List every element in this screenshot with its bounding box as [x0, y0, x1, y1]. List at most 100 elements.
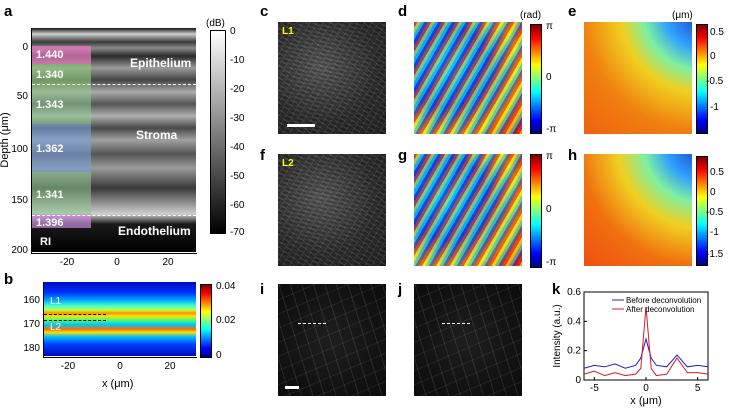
panel-a-xtick-1: 0	[114, 257, 120, 268]
panel-b-cb-tick-1: 0.02	[216, 315, 236, 326]
en-face-intensity-l1	[278, 22, 386, 134]
h-cb-tick-3: -1	[710, 227, 719, 238]
phase-d-top: π	[546, 21, 553, 32]
ri-value-2: 1.340	[36, 69, 64, 81]
intensity-profile-chart: -5 0 5 0 0.2 0.4 0.6 x (μm) Intensity (a.u.) Befo…	[552, 287, 709, 407]
e-cb-tick-2: -0.5	[706, 76, 724, 87]
db-tick-5: -50	[230, 171, 245, 182]
k-ylabel: Intensity (a.u.)	[552, 304, 563, 367]
panel-b-ytick-0: 160	[23, 295, 40, 306]
panel-label-d: d	[398, 3, 408, 20]
k-legend-label-1: After deconvolution	[626, 305, 695, 314]
e-cb-tick-3: -1	[710, 102, 719, 113]
k-xtick-0: -5	[590, 383, 599, 394]
height-colorbar-e	[696, 24, 708, 134]
layer-endothelium: Endothelium	[118, 224, 191, 238]
k-xtick-2: 5	[695, 383, 701, 394]
panel-label-f: f	[260, 147, 265, 164]
l2-label-f: L2	[282, 158, 294, 169]
panel-label-e: e	[568, 3, 577, 20]
panel-label-b: b	[4, 271, 14, 288]
panel-b-xtick-2: 20	[164, 361, 176, 372]
height-map-h	[584, 154, 692, 266]
ri-label: RI	[40, 236, 51, 248]
db-colorbar	[210, 30, 226, 234]
panel-a-ytick-3: 150	[11, 195, 28, 206]
k-plot-area: -5 0 5 0 0.2 0.4 0.6 x (μm) Intensity (a.u.) Befo…	[552, 287, 709, 407]
backscatter-xz-map	[44, 282, 196, 356]
ri-band-1	[32, 46, 91, 64]
panel-a-ytick-2: 100	[11, 144, 28, 155]
phase-d-bottom: -π	[546, 124, 557, 135]
h-cb-tick-1: 0	[710, 187, 716, 198]
db-colorbar-unit: (dB)	[206, 18, 225, 29]
height-map-e	[584, 22, 692, 134]
panel-label-g: g	[398, 147, 408, 164]
h-cb-tick-0: 0.5	[710, 167, 724, 178]
phase-colorbar-unit: (rad)	[520, 10, 542, 21]
image-before-deconvolution	[278, 284, 386, 396]
db-tick-2: -20	[230, 84, 245, 95]
panel-b-axes	[43, 282, 197, 358]
h-cb-tick-2: -0.5	[706, 207, 724, 218]
image-after-deconvolution	[414, 284, 522, 396]
panel-b-cb-tick-2: 0	[216, 350, 222, 361]
panel-b-xtick-0: -20	[60, 361, 76, 372]
layer-stroma: Stroma	[136, 128, 178, 142]
panel-a-axes	[31, 28, 197, 254]
k-legend-label-0: Before deconvolution	[626, 296, 701, 305]
ri-value-5: 1.341	[36, 189, 64, 201]
ri-value-3: 1.343	[36, 99, 64, 111]
phase-colorbar-g	[530, 154, 542, 268]
scale-bar-c	[287, 124, 315, 127]
boundary-line-top	[32, 84, 196, 85]
db-tick-4: -40	[230, 142, 245, 153]
panel-label-i: i	[260, 281, 265, 298]
panel-label-h: h	[568, 147, 578, 164]
height-colorbar-h	[696, 156, 708, 266]
panel-b-ytick-1: 170	[23, 319, 40, 330]
k-ytick-2: 0.4	[567, 316, 581, 327]
layer-epithelium: Epithelium	[130, 56, 192, 70]
panel-a-ytick-1: 50	[16, 91, 28, 102]
panel-a-xtick-0: -20	[59, 257, 75, 268]
h-cb-tick-4: -1.5	[706, 249, 724, 260]
phase-g-mid: 0	[546, 204, 552, 215]
ri-value-6: 1.396	[36, 217, 64, 229]
db-tick-1: -10	[230, 55, 245, 66]
e-cb-tick-1: 0	[710, 51, 716, 62]
profile-line-i	[298, 323, 326, 324]
phase-g-top: π	[546, 151, 553, 162]
panel-a-ytick-0: 0	[22, 42, 28, 53]
l1-label-b: L1	[50, 296, 62, 307]
e-cb-tick-0: 0.5	[710, 27, 724, 38]
db-tick-3: -30	[230, 113, 245, 124]
ri-band-5	[32, 172, 91, 214]
k-xtick-1: 0	[643, 383, 649, 394]
phase-colorbar-d	[530, 24, 542, 134]
panel-a-ytick-4: 200	[11, 245, 28, 256]
profile-line-j	[442, 323, 470, 324]
phase-d-mid: 0	[546, 72, 552, 83]
ri-value-4: 1.362	[36, 143, 64, 155]
boundary-line-bottom	[32, 215, 196, 216]
scale-bar-i	[285, 386, 299, 389]
panel-label-c: c	[260, 3, 269, 20]
k-series-line-1	[583, 306, 709, 377]
panel-b-colorbar	[200, 284, 212, 358]
l1-line	[44, 314, 106, 315]
height-colorbar-unit: (μm)	[672, 10, 693, 21]
l1-label-c: L1	[282, 26, 294, 37]
panel-label-j: j	[398, 281, 403, 298]
l2-label-b: L2	[50, 322, 62, 333]
db-tick-0: 0	[230, 26, 236, 37]
k-ytick-1: 0.2	[567, 346, 581, 357]
panel-label-a: a	[4, 3, 13, 20]
ri-band-6	[32, 214, 91, 228]
ri-band-2	[32, 64, 91, 90]
panel-a-xtick-2: 20	[162, 257, 174, 268]
db-tick-6: -60	[230, 200, 245, 211]
ri-value-1: 1.440	[36, 49, 64, 61]
db-tick-7: -70	[230, 227, 245, 238]
phase-map-l1	[414, 22, 522, 134]
